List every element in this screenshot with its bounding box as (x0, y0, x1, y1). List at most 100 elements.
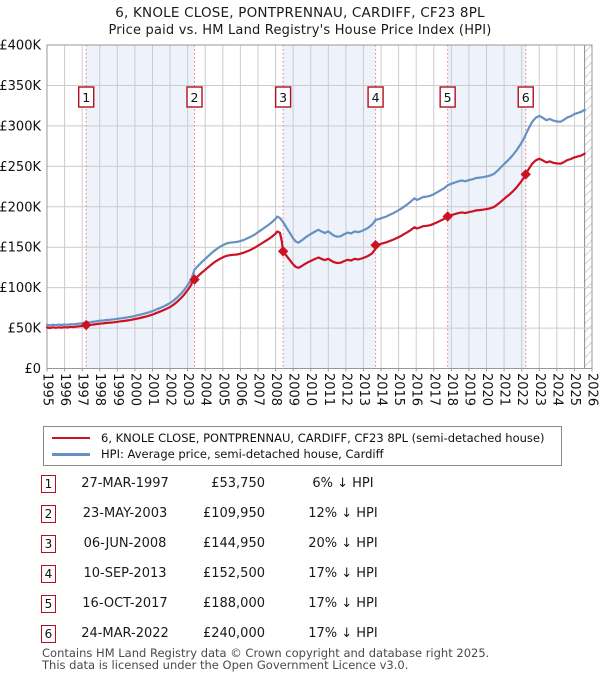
sale-number-badge: 1 (41, 475, 56, 493)
x-axis-tick-label: 2001 (145, 373, 160, 406)
x-axis-tick-label: 2007 (250, 373, 265, 406)
y-axis-tick-label: £0 (24, 362, 41, 377)
sale-number-label: 4 (372, 90, 380, 105)
sale-hpi-delta: 17% ↓ HPI (308, 566, 378, 581)
table-row: 5 16-OCT-2017 £188,000 17% ↓ HPI (0, 590, 600, 620)
sale-hpi-delta: 6% ↓ HPI (312, 476, 374, 491)
x-axis-tick-label: 1999 (110, 373, 125, 406)
x-axis-tick-label: 2024 (549, 373, 564, 406)
x-axis-tick-label: 1995 (40, 373, 55, 406)
sale-number-box (367, 86, 384, 108)
sale-number-badge: 3 (41, 535, 56, 553)
sale-date: 16-OCT-2017 (82, 596, 168, 611)
x-axis-tick-label: 2022 (514, 373, 529, 406)
table-row: 6 24-MAR-2022 £240,000 17% ↓ HPI (0, 620, 600, 650)
sale-point-marker (442, 211, 453, 222)
x-axis-tick-label: 2018 (444, 373, 459, 406)
x-axis-tick-label: 2011 (321, 373, 336, 406)
sale-number-box (78, 86, 95, 108)
y-axis-tick-label: £400K (0, 39, 41, 54)
page-title: 6, KNOLE CLOSE, PONTPRENNAU, CARDIFF, CF… (115, 5, 485, 21)
x-axis-tick-label: 2005 (215, 373, 230, 406)
x-axis-tick-label: 2025 (567, 373, 582, 406)
x-axis-tick-label: 2020 (479, 373, 494, 406)
sale-price: £152,500 (202, 566, 265, 581)
x-axis-tick-label: 1996 (57, 373, 72, 406)
sale-point-marker (277, 246, 289, 257)
legend-item-property: 6, KNOLE CLOSE, PONTPRENNAU, CARDIFF, CF… (52, 430, 557, 446)
sale-point-marker (370, 239, 381, 251)
license-footer: Contains HM Land Registry data © Crown c… (42, 646, 582, 672)
sale-number-box (274, 86, 292, 108)
x-axis-tick-label: 1997 (75, 373, 90, 406)
x-axis-tick-label: 2014 (374, 373, 389, 406)
x-axis-tick-label: 2015 (391, 373, 406, 406)
sale-point-marker (189, 274, 200, 285)
sale-number-badge: 2 (41, 505, 56, 523)
page-subtitle: Price paid vs. HM Land Registry's House … (108, 23, 492, 38)
sale-price: £53,750 (211, 476, 265, 491)
property-line-swatch (52, 437, 90, 439)
x-axis-tick-label: 2019 (461, 373, 476, 406)
legend-label-hpi: HPI: Average price, semi-detached house,… (101, 447, 384, 461)
sale-date: 23-MAY-2003 (82, 506, 168, 521)
y-axis-tick-label: £200K (0, 200, 41, 215)
sale-number-label: 3 (279, 90, 287, 105)
price-history-chart: 1 2 3 4 5 6 £0 £50K £100K £150K £200K £250K £300K £35… (0, 39, 600, 407)
legend-item-hpi: HPI: Average price, semi-detached house,… (52, 446, 557, 462)
y-axis-tick-label: £350K (0, 79, 41, 94)
x-axis-tick-label: 2016 (409, 373, 424, 406)
sale-number-box (517, 86, 534, 108)
property-price-line (45, 152, 586, 330)
x-axis-tick-label: 2004 (198, 373, 213, 406)
footer-line-2: This data is licensed under the Open Gov… (42, 657, 409, 672)
x-axis-tick-label: 2012 (338, 373, 353, 406)
x-axis-tick-label: 2017 (426, 373, 441, 406)
sale-number-label: 5 (444, 90, 452, 105)
y-axis-tick-label: £50K (8, 322, 42, 337)
sale-date: 27-MAR-1997 (81, 476, 169, 491)
sale-number-badge: 6 (41, 625, 56, 643)
sale-number-label: 2 (191, 90, 199, 105)
table-row: 3 06-JUN-2008 £144,950 20% ↓ HPI (0, 530, 600, 560)
y-axis-tick-label: £100K (0, 281, 41, 296)
sale-number-label: 1 (82, 90, 90, 105)
footer-line-1: Contains HM Land Registry data © Crown c… (42, 646, 490, 660)
sale-price: £144,950 (202, 536, 265, 551)
sale-hpi-delta: 17% ↓ HPI (308, 596, 378, 611)
sale-price: £109,950 (202, 506, 265, 521)
x-axis-tick-label: 2000 (127, 373, 142, 406)
sale-price: £188,000 (202, 596, 265, 611)
y-axis-tick-label: £300K (0, 119, 41, 134)
sales-table: 1 27-MAR-1997 £53,750 6% ↓ HPI 2 23-MAY-… (0, 470, 600, 650)
x-axis-tick-label: 2006 (233, 373, 248, 406)
table-row: 1 27-MAR-1997 £53,750 6% ↓ HPI (0, 470, 600, 500)
table-row: 2 23-MAY-2003 £109,950 12% ↓ HPI (0, 500, 600, 530)
x-axis-tick-label: 2009 (286, 373, 301, 406)
y-axis-tick-label: £150K (0, 241, 41, 256)
hpi-line (45, 108, 586, 327)
sale-number-badge: 5 (41, 595, 56, 613)
x-axis-tick-label: 2021 (497, 373, 512, 406)
table-row: 4 10-SEP-2013 £152,500 17% ↓ HPI (0, 560, 600, 590)
sale-number-badge: 4 (41, 565, 56, 583)
sale-point-marker (81, 319, 92, 331)
x-axis-tick-label: 1998 (92, 373, 107, 406)
sale-date: 10-SEP-2013 (83, 566, 167, 581)
x-axis-tick-label: 2023 (532, 373, 547, 406)
legend-label-property: 6, KNOLE CLOSE, PONTPRENNAU, CARDIFF, CF… (101, 431, 545, 445)
x-axis-tick-label: 2003 (180, 373, 195, 406)
x-axis-tick-label: 2026 (585, 373, 600, 406)
sale-number-box (439, 86, 456, 108)
sale-point-marker (520, 169, 531, 180)
sale-number-label: 6 (522, 90, 530, 105)
y-axis-tick-label: £250K (0, 160, 41, 175)
sale-date: 06-JUN-2008 (83, 536, 167, 551)
sale-hpi-delta: 12% ↓ HPI (308, 506, 378, 521)
sale-price: £240,000 (202, 626, 265, 641)
sale-hpi-delta: 20% ↓ HPI (308, 536, 378, 551)
hpi-line-swatch (52, 452, 90, 456)
sale-date: 24-MAR-2022 (81, 626, 169, 641)
x-axis-tick-label: 2010 (303, 373, 318, 406)
